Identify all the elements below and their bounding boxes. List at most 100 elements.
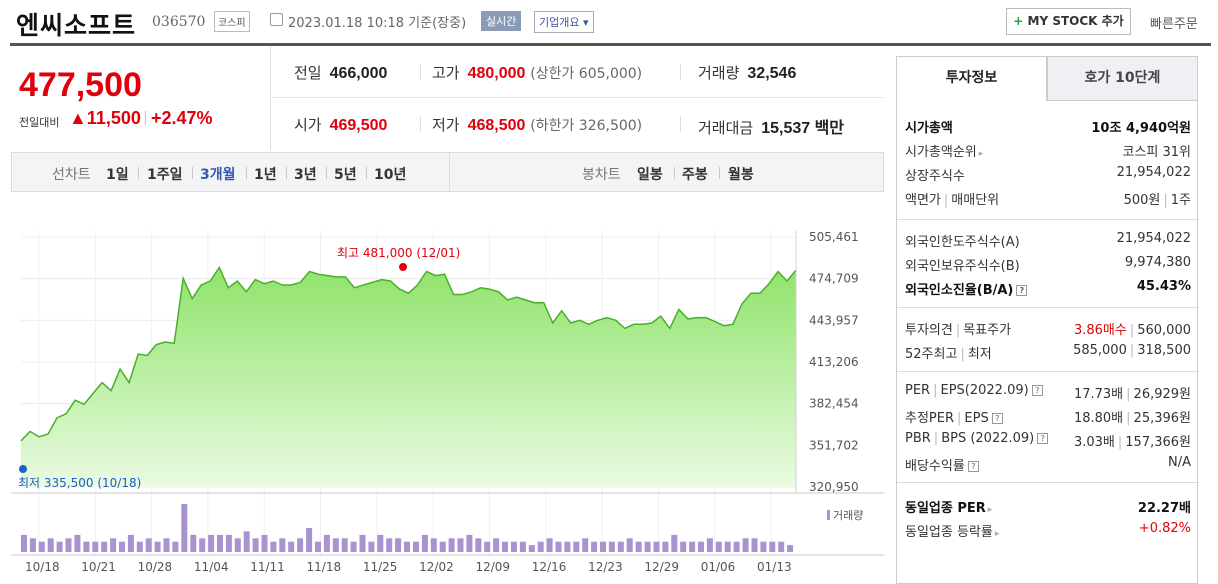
- volume-bar: [404, 541, 410, 552]
- volume-bar: [439, 541, 446, 552]
- volume-bar: [341, 538, 348, 552]
- list-item: 외국인한도주식수(A) 21,954,022: [905, 231, 1191, 250]
- y-tick-label: 382,454: [809, 397, 859, 411]
- trade-amount: 거래대금 15,537 백만: [698, 119, 845, 137]
- volume-bar: [787, 545, 794, 552]
- volume-bar: [29, 538, 36, 552]
- list-item: 액면가 | 매매단위 500원 | 1주: [905, 193, 1191, 208]
- caret-right-icon[interactable]: ▸: [994, 529, 1000, 539]
- list-item: PBR | BPS (2022.09)? 3.03배 | 157,366원: [905, 431, 1191, 450]
- volume-bar: [243, 531, 250, 552]
- divider: [719, 167, 720, 179]
- volume-bar: [110, 538, 117, 552]
- volume-bar: [671, 534, 678, 552]
- quote-row: 시가 469,500 저가 468,500 (하한가 326,500) 거래대금 15…: [272, 98, 884, 150]
- volume-bar: [359, 534, 366, 552]
- volume-bar: [136, 541, 143, 552]
- change-value: ▲11,500: [69, 108, 141, 128]
- quick-order-link[interactable]: 빠른주문: [1150, 17, 1198, 32]
- volume-bar: [457, 538, 464, 552]
- volume-bar: [172, 541, 179, 552]
- volume-bar: [315, 541, 321, 552]
- x-tick-label: 11/25: [363, 560, 398, 574]
- volume-bar: [751, 538, 758, 552]
- period-1d[interactable]: 1일: [106, 167, 129, 183]
- list-item: 시가총액순위 ▸ 코스피 31위: [905, 145, 1191, 160]
- divider: [138, 167, 139, 179]
- divider: [674, 167, 675, 179]
- volume-bar: [386, 538, 393, 552]
- volume-bar: [510, 541, 517, 552]
- company-info-dropdown[interactable]: 기업개요 ▾: [534, 11, 594, 33]
- price-chart-svg: 505,461 474,709 443,957 413,206 382,454 351,7…: [11, 230, 884, 574]
- list-item: 상장주식수 21,954,022: [905, 165, 1191, 184]
- divider: [246, 167, 247, 179]
- x-tick-label: 10/18: [25, 560, 60, 574]
- volume-bar: [430, 538, 437, 552]
- tab-order-book[interactable]: 호가 10단계: [1047, 56, 1198, 101]
- volume-bar: [47, 538, 54, 552]
- section-foreign: 외국인한도주식수(A) 21,954,022 외국인보유주식수(B) 9,974,3…: [897, 219, 1199, 299]
- volume-bar: [715, 541, 722, 552]
- period-10y[interactable]: 10년: [374, 167, 407, 183]
- caret-right-icon[interactable]: ▸: [978, 149, 984, 159]
- volume-bar: [208, 534, 215, 552]
- list-item: 외국인소진율(B/A)? 45.43%: [905, 279, 1191, 298]
- help-icon[interactable]: ?: [967, 461, 979, 472]
- current-price-box: 477,500 전일대비 ▲11,500 | +2.47%: [11, 46, 271, 150]
- volume-bar: [617, 541, 624, 552]
- candle-chart-label: 봉차트: [582, 167, 621, 183]
- x-tick-label: 12/09: [475, 560, 510, 574]
- current-price: 477,500: [19, 66, 142, 104]
- period-3m[interactable]: 3개월: [200, 167, 236, 183]
- low-annotation: 최저 335,500 (10/18): [18, 476, 141, 490]
- stock-code: 036570: [152, 14, 206, 30]
- volume-bar: [413, 541, 419, 552]
- list-item: 배당수익률? N/A: [905, 455, 1191, 474]
- divider: [286, 167, 287, 179]
- candle-daily[interactable]: 일봉: [637, 167, 663, 183]
- candle-monthly[interactable]: 월봉: [728, 167, 754, 183]
- volume-bar: [484, 541, 491, 552]
- volume-bar: [448, 538, 455, 552]
- period-5y[interactable]: 5년: [334, 167, 357, 183]
- section-opinion: 투자의견 | 목표주가 3.86매수 | 560,000 52주최고 | 최저 585,000 |…: [897, 307, 1199, 363]
- caret-right-icon[interactable]: ▸: [987, 505, 993, 515]
- volume-bar: [555, 541, 562, 552]
- volume-bar: [769, 541, 776, 552]
- period-1w[interactable]: 1주일: [147, 167, 183, 183]
- x-tick-label: 01/13: [757, 560, 792, 574]
- volume-bar: [368, 541, 375, 552]
- y-tick-label: 413,206: [809, 355, 859, 369]
- high-marker: [399, 263, 407, 271]
- volume-bar: [653, 541, 660, 552]
- section-industry: 동일업종 PER ▸ 22.27배 동일업종 등락률 ▸ +0.82%: [897, 482, 1199, 541]
- volume-bar: [573, 541, 580, 552]
- candle-weekly[interactable]: 주봉: [682, 167, 708, 183]
- divider: [420, 64, 421, 80]
- volume-bar: [662, 541, 669, 552]
- help-icon[interactable]: ?: [1037, 433, 1049, 444]
- volume-bar: [680, 541, 687, 552]
- prev-close: 전일 466,000: [294, 64, 388, 82]
- tab-invest-info[interactable]: 투자정보: [896, 56, 1047, 101]
- x-tick-label: 12/16: [532, 560, 567, 574]
- period-1y[interactable]: 1년: [254, 167, 277, 183]
- volume-bar: [181, 504, 188, 552]
- period-3y[interactable]: 3년: [294, 167, 317, 183]
- help-icon[interactable]: ?: [1016, 285, 1028, 296]
- add-mystock-button[interactable]: + MY STOCK 추가: [1006, 8, 1131, 35]
- divider: [680, 64, 681, 80]
- panel-tabs: 투자정보 호가 10단계: [896, 56, 1198, 101]
- volume-bar: [778, 541, 785, 552]
- help-icon[interactable]: ?: [991, 413, 1003, 424]
- volume-bar: [199, 538, 206, 552]
- help-icon[interactable]: ?: [1031, 385, 1043, 396]
- x-tick-label: 11/18: [307, 560, 342, 574]
- volume-bar: [724, 541, 731, 552]
- realtime-badge[interactable]: 실시간: [481, 11, 522, 31]
- divider: [192, 167, 193, 179]
- volume-bar: [635, 541, 642, 552]
- volume-bar: [323, 534, 330, 552]
- volume-bar: [502, 541, 508, 552]
